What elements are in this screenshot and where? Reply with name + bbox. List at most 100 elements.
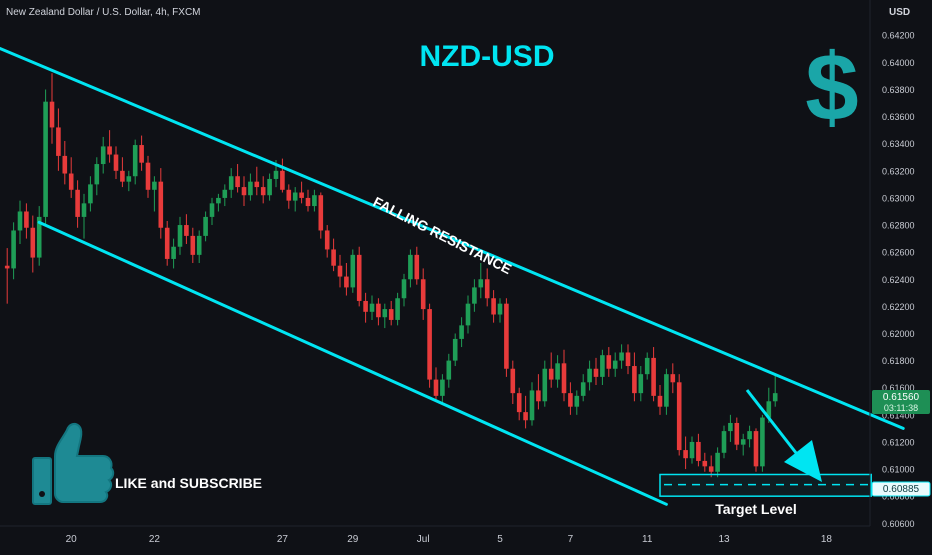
candle-body [664,374,669,407]
price-tick-label: 0.63000 [882,193,915,203]
dollar-sign-icon: $ [805,34,858,141]
candle-body [350,254,356,288]
candle-body [120,170,125,182]
candle-body [24,211,29,228]
candle-body [152,181,157,190]
candle-body [126,176,132,182]
candle-body [382,309,388,318]
candle-body [689,441,695,459]
candle-body [702,460,708,467]
price-axis[interactable]: 0.64200 0.64000 0.63800 0.63600 0.63400 0.632… [882,31,915,529]
candle-body [548,368,554,380]
candle-body [331,249,336,266]
candle-body [145,162,151,190]
candle-body [465,303,471,326]
candle-body [184,225,189,236]
candle-body [644,357,650,375]
candle-body [363,300,368,312]
candle-body [228,176,234,190]
candle-body [337,265,343,277]
candle-body [196,235,202,255]
candle-body [299,192,304,198]
price-tick-label: 0.61600 [882,383,915,393]
time-tick-label: 11 [642,534,653,545]
target-zone [659,473,872,497]
candle-body [420,279,426,310]
candle-body [158,181,164,228]
candle-body [324,230,330,250]
trendline[interactable] [37,220,668,506]
candle-body [388,309,394,320]
symbol-info: New Zealand Dollar / U.S. Dollar, 4h, FX… [6,7,201,18]
price-tick-label: 0.62800 [882,221,915,231]
time-axis[interactable]: 20 22 27 29 Jul 5 7 11 13 18 [66,534,833,545]
candle-body [632,366,637,394]
time-tick-label: 27 [277,534,289,545]
candle-body [753,431,759,467]
thumbs-up-icon[interactable] [32,422,115,505]
candle-body [638,374,644,394]
candle-body [68,173,74,190]
candle-body [94,164,100,185]
candle-body [529,390,535,421]
dollar-glyph: $ [805,34,858,141]
candle-body [427,309,432,380]
time-tick-label: 13 [718,534,730,545]
candle-body [171,246,176,259]
candle-body [62,155,68,174]
price-tick-label: 0.63600 [882,112,915,122]
candle-body [440,379,445,396]
trendline[interactable] [0,46,905,430]
candle-body [523,412,528,421]
candle-body [356,254,362,301]
candle-body [75,189,80,217]
candle-body [619,352,624,361]
like-subscribe-label[interactable]: LIKE and SUBSCRIBE [115,475,262,491]
candle-body [708,466,714,472]
candle-body [574,395,580,407]
candle-body [312,195,317,207]
candle-body [568,393,573,407]
candle-body [241,187,247,196]
candle-body [376,303,381,318]
time-tick-label: 7 [568,534,574,545]
time-tick-label: 18 [821,534,833,545]
price-tick-label: 0.61800 [882,356,915,366]
candle-body [491,298,496,315]
currency-label: USD [889,7,910,18]
candles-layer [4,73,778,478]
candle-body [497,303,503,315]
candle-body [88,184,93,204]
time-tick-label: 20 [66,534,78,545]
candle-body [766,401,772,418]
candle-body [516,393,522,413]
candle-body [305,197,311,207]
candle-body [536,390,541,402]
candle-body [235,176,240,188]
candle-body [113,154,119,171]
candle-body [676,382,682,451]
candle-body [164,227,170,259]
candle-body [100,146,106,165]
bar-countdown: 03:11:38 [884,403,918,413]
candle-body [510,368,516,394]
candle-body [459,325,464,339]
candle-body [587,368,592,383]
price-tick-label: 0.62400 [882,275,915,285]
time-tick-label: Jul [417,534,430,545]
time-tick-label: 5 [497,534,503,545]
target-level-label: Target Level [715,501,796,517]
candle-body [612,360,618,369]
candle-body [260,187,266,196]
candle-body [17,211,23,231]
candle-body [43,101,48,217]
candle-body [318,195,324,231]
candle-body [209,203,215,217]
candle-body [696,441,701,461]
candle-body [292,192,298,201]
price-tick-label: 0.62200 [882,302,915,312]
price-tick-label: 0.62000 [882,329,915,339]
candle-body [36,216,42,258]
